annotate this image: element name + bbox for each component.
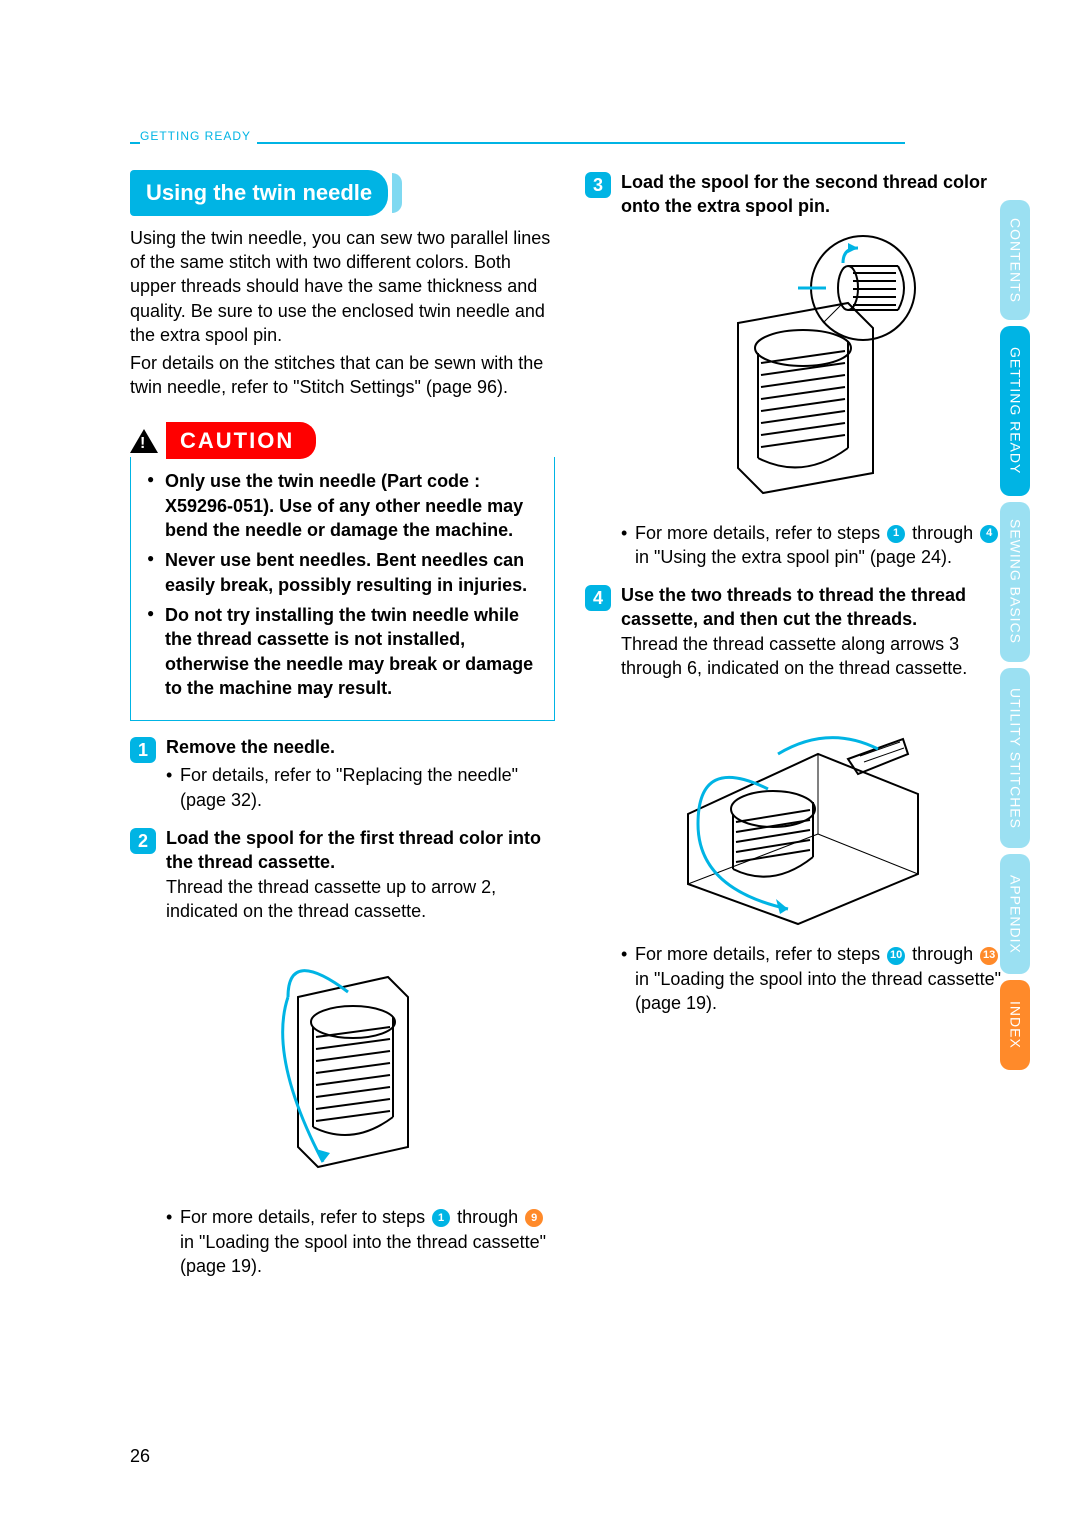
ref-dot-icon: 13 [980, 947, 998, 965]
step-4-ref: For more details, refer to steps 10 thro… [621, 942, 1010, 1015]
ref-dot-icon: 4 [980, 525, 998, 543]
step-1: 1 Remove the needle. For details, refer … [130, 735, 555, 812]
tab-appendix[interactable]: APPENDIX [1000, 854, 1030, 974]
right-column: 3 Load the spool for the second thread c… [585, 170, 1010, 1278]
figure-thread-cassette [130, 937, 555, 1197]
caution-box: Only use the twin needle (Part code : X5… [130, 457, 555, 721]
step-number: 1 [130, 737, 156, 763]
ref-text: through [912, 944, 978, 964]
step-title: Remove the needle. [166, 735, 555, 759]
ref-text: For more details, refer to steps [635, 944, 885, 964]
step-desc: Thread the thread cassette up to arrow 2… [166, 875, 555, 924]
ref-text: in "Loading the spool into the thread ca… [180, 1232, 546, 1276]
ref-dot-icon: 1 [432, 1209, 450, 1227]
side-tabs: CONTENTS GETTING READY SEWING BASICS UTI… [1000, 200, 1030, 1070]
ref-dot-icon: 10 [887, 947, 905, 965]
caution-item: Do not try installing the twin needle wh… [147, 603, 538, 700]
page-number: 26 [130, 1444, 150, 1468]
page: GETTING READY Using the twin needle Usin… [0, 0, 1080, 1528]
warning-icon [130, 429, 158, 453]
tab-contents[interactable]: CONTENTS [1000, 200, 1030, 320]
figure-two-threads [585, 694, 1010, 934]
step-number: 2 [130, 828, 156, 854]
intro-text-2: For details on the stitches that can be … [130, 351, 555, 400]
tab-index[interactable]: INDEX [1000, 980, 1030, 1070]
content-columns: Using the twin needle Using the twin nee… [130, 170, 1010, 1278]
tab-utility-stitches[interactable]: UTILITY STITCHES [1000, 668, 1030, 848]
step-body: Load the spool for the second thread col… [621, 170, 1010, 219]
intro-text: Using the twin needle, you can sew two p… [130, 226, 555, 347]
section-intro: Using the twin needle, you can sew two p… [130, 226, 555, 400]
step-2-ref: For more details, refer to steps 1 throu… [166, 1205, 555, 1278]
caution-label: CAUTION [166, 422, 316, 460]
step-title: Load the spool for the first thread colo… [166, 826, 555, 875]
ref-text: in "Loading the spool into the thread ca… [635, 969, 1001, 1013]
step-3: 3 Load the spool for the second thread c… [585, 170, 1010, 219]
step-number: 4 [585, 585, 611, 611]
caution-item: Only use the twin needle (Part code : X5… [147, 469, 538, 542]
step-number: 3 [585, 172, 611, 198]
tab-getting-ready[interactable]: GETTING READY [1000, 326, 1030, 496]
ref-dot-icon: 1 [887, 525, 905, 543]
figure-extra-spool-pin [585, 233, 1010, 513]
step-title: Use the two threads to thread the thread… [621, 583, 1010, 632]
caution-header: CAUTION [130, 422, 555, 460]
left-column: Using the twin needle Using the twin nee… [130, 170, 555, 1278]
caution-item: Never use bent needles. Bent needles can… [147, 548, 538, 597]
ref-text: through [457, 1207, 523, 1227]
step-desc: Thread the thread cassette along arrows … [621, 632, 1010, 681]
step-2: 2 Load the spool for the first thread co… [130, 826, 555, 923]
step-title: Load the spool for the second thread col… [621, 170, 1010, 219]
step-note: For details, refer to "Replacing the nee… [166, 763, 555, 812]
tab-sewing-basics[interactable]: SEWING BASICS [1000, 502, 1030, 662]
step-4: 4 Use the two threads to thread the thre… [585, 583, 1010, 680]
ref-text: in "Using the extra spool pin" (page 24)… [635, 547, 952, 567]
step-body: Use the two threads to thread the thread… [621, 583, 1010, 680]
section-title-chip: Using the twin needle [130, 170, 388, 216]
step-body: Remove the needle. For details, refer to… [166, 735, 555, 812]
step-3-ref: For more details, refer to steps 1 throu… [621, 521, 1010, 570]
ref-text: through [912, 523, 978, 543]
ref-text: For more details, refer to steps [180, 1207, 430, 1227]
header-label: GETTING READY [140, 128, 257, 144]
ref-dot-icon: 9 [525, 1209, 543, 1227]
step-body: Load the spool for the first thread colo… [166, 826, 555, 923]
ref-text: For more details, refer to steps [635, 523, 885, 543]
